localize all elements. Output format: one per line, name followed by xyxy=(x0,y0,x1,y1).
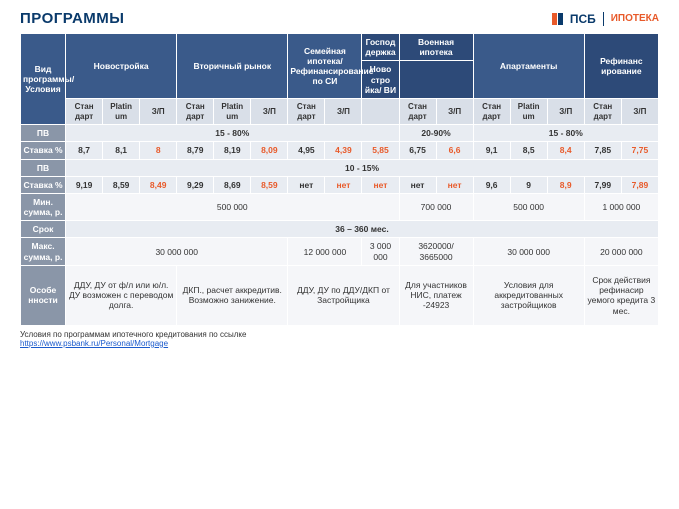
max-v5: 30 000 000 xyxy=(473,238,584,265)
sh-8: З/П xyxy=(325,98,362,124)
r1c14: 7,85 xyxy=(584,142,621,159)
r2c15: 7,89 xyxy=(621,176,658,193)
r1c8: 5,85 xyxy=(362,142,399,159)
row-min-label: Мин. сумма, р. xyxy=(21,193,66,220)
sh-1: Стан дарт xyxy=(66,98,103,124)
max-v1: 30 000 000 xyxy=(66,238,288,265)
row-rate1-label: Ставка % xyxy=(21,142,66,159)
pv2-v: 10 - 15% xyxy=(66,159,659,176)
row-feat-label: Особе нности xyxy=(21,265,66,325)
min-v4: 1 000 000 xyxy=(584,193,658,220)
max-v2: 12 000 000 xyxy=(288,238,362,265)
r2c14: 7,99 xyxy=(584,176,621,193)
programs-table: Вид программы/ Условия Новостройка Втори… xyxy=(20,33,659,326)
sh-3: З/П xyxy=(140,98,177,124)
sh-4: Стан дарт xyxy=(177,98,214,124)
brand-logo: ПСБ ИПОТЕКА xyxy=(550,11,659,27)
r2c1: 8,59 xyxy=(103,176,140,193)
r2c0: 9,19 xyxy=(66,176,103,193)
th-refin: Рефинанс ирование xyxy=(584,34,658,99)
r2c3: 9,29 xyxy=(177,176,214,193)
max-v3: 3 000 000 xyxy=(362,238,399,265)
logo-subtext: ИПОТЕКА xyxy=(611,13,659,24)
sh-9 xyxy=(362,98,399,124)
r2c11: 9,6 xyxy=(473,176,510,193)
feat-v6: Срок действия рефинасир уемого кредита 3… xyxy=(584,265,658,325)
sh-11: З/П xyxy=(436,98,473,124)
row-pv2-label: ПВ xyxy=(21,159,66,176)
term-v: 36 – 360 мес. xyxy=(66,221,659,238)
row-max-label: Макс. сумма, р. xyxy=(21,238,66,265)
th-mil-empty xyxy=(399,61,473,99)
r1c5: 8,09 xyxy=(251,142,288,159)
th-rowlabel: Вид программы/ Условия xyxy=(21,34,66,125)
logo-text: ПСБ xyxy=(570,12,596,26)
sh-2: Platin um xyxy=(103,98,140,124)
r2c6: нет xyxy=(288,176,325,193)
max-v4: 3620000/ 3665000 xyxy=(399,238,473,265)
r1c10: 6,6 xyxy=(436,142,473,159)
footer-text: Условия по программам ипотечного кредито… xyxy=(20,330,246,339)
r2c13: 8,9 xyxy=(547,176,584,193)
sh-10: Стан дарт xyxy=(399,98,436,124)
r1c3: 8,79 xyxy=(177,142,214,159)
th-military: Военная ипотека xyxy=(399,34,473,61)
r1c12: 8,5 xyxy=(510,142,547,159)
r2c7: нет xyxy=(325,176,362,193)
sh-12: Стан дарт xyxy=(473,98,510,124)
r2c5: 8,59 xyxy=(251,176,288,193)
th-apart: Апартаменты xyxy=(473,34,584,99)
th-novostroyka: Новостройка xyxy=(66,34,177,99)
feat-v5: Условия для аккредитованных застройщиков xyxy=(473,265,584,325)
r1c7: 4,39 xyxy=(325,142,362,159)
r2c12: 9 xyxy=(510,176,547,193)
th-gosp: Господ держка xyxy=(362,34,399,61)
min-v3: 500 000 xyxy=(473,193,584,220)
feat-v4: Для участников НИС, платеж -24923 xyxy=(399,265,473,325)
page-title: ПРОГРАММЫ xyxy=(20,10,124,27)
min-v2: 700 000 xyxy=(399,193,473,220)
psb-logo-icon xyxy=(550,11,566,27)
r1c4: 8,19 xyxy=(214,142,251,159)
sh-6: З/П xyxy=(251,98,288,124)
row-term-label: Срок xyxy=(21,221,66,238)
logo-divider xyxy=(603,12,604,26)
r2c4: 8,69 xyxy=(214,176,251,193)
row-rate2-label: Ставка % xyxy=(21,176,66,193)
r2c10: нет xyxy=(436,176,473,193)
sh-16: З/П xyxy=(621,98,658,124)
feat-v2: ДКП., расчет аккредитив. Возможно заниже… xyxy=(177,265,288,325)
th-family: Семейная ипотека/ Рефинансирование по СИ xyxy=(288,34,362,99)
pv1-v2: 20-90% xyxy=(399,125,473,142)
r1c1: 8,1 xyxy=(103,142,140,159)
th-vtorichny: Вторичный рынок xyxy=(177,34,288,99)
r1c6: 4,95 xyxy=(288,142,325,159)
feat-v3: ДДУ, ДУ по ДДУ/ДКП от Застройщика xyxy=(288,265,399,325)
pv1-v1: 15 - 80% xyxy=(66,125,399,142)
r1c2: 8 xyxy=(140,142,177,159)
sh-5: Platin um xyxy=(214,98,251,124)
sh-14: З/П xyxy=(547,98,584,124)
footer-link[interactable]: https://www.psbank.ru/Personal/Mortgage xyxy=(20,339,168,348)
r1c11: 9,1 xyxy=(473,142,510,159)
feat-v1: ДДУ, ДУ от ф/л или ю/л. ДУ возможен с пе… xyxy=(66,265,177,325)
r2c8: нет xyxy=(362,176,399,193)
r2c2: 8,49 xyxy=(140,176,177,193)
min-v1: 500 000 xyxy=(66,193,399,220)
sh-15: Стан дарт xyxy=(584,98,621,124)
r1c0: 8,7 xyxy=(66,142,103,159)
r1c13: 8,4 xyxy=(547,142,584,159)
r1c15: 7,75 xyxy=(621,142,658,159)
sh-7: Стан дарт xyxy=(288,98,325,124)
max-v6: 20 000 000 xyxy=(584,238,658,265)
r2c9: нет xyxy=(399,176,436,193)
r1c9: 6,75 xyxy=(399,142,436,159)
footer-note: Условия по программам ипотечного кредито… xyxy=(20,330,659,348)
row-pv1-label: ПВ xyxy=(21,125,66,142)
header-row: ПРОГРАММЫ ПСБ ИПОТЕКА xyxy=(20,10,659,27)
pv1-v3: 15 - 80% xyxy=(473,125,658,142)
sh-13: Platin um xyxy=(510,98,547,124)
